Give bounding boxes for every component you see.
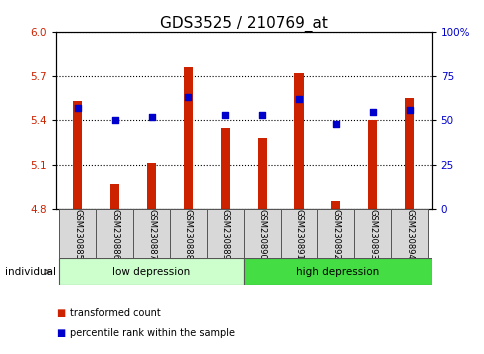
Text: high depression: high depression	[295, 267, 378, 277]
Bar	[257, 138, 266, 209]
Text: GSM230886: GSM230886	[110, 209, 119, 260]
Bar	[60, 209, 96, 260]
Point	[405, 107, 412, 113]
Bar	[110, 184, 119, 209]
Bar	[243, 258, 431, 285]
Bar	[60, 258, 243, 285]
Bar	[243, 209, 280, 260]
Text: GSM230889: GSM230889	[220, 209, 229, 260]
Bar	[280, 209, 317, 260]
Point	[184, 95, 192, 100]
Text: transformed count: transformed count	[70, 308, 161, 318]
Bar	[73, 101, 82, 209]
Bar	[294, 73, 303, 209]
Text: percentile rank within the sample: percentile rank within the sample	[70, 328, 235, 338]
Text: GSM230892: GSM230892	[331, 209, 340, 260]
Point	[111, 118, 119, 123]
Point	[368, 109, 376, 114]
Bar	[331, 201, 340, 209]
Text: individual: individual	[5, 267, 56, 277]
Text: GSM230893: GSM230893	[367, 209, 377, 260]
Bar	[220, 128, 229, 209]
Point	[74, 105, 82, 111]
Text: ■: ■	[56, 308, 65, 318]
Text: GSM230894: GSM230894	[404, 209, 413, 260]
Bar	[353, 209, 390, 260]
Bar	[404, 98, 413, 209]
Bar	[317, 209, 353, 260]
Text: GSM230885: GSM230885	[73, 209, 82, 260]
Text: GSM230887: GSM230887	[147, 209, 156, 260]
Bar	[96, 209, 133, 260]
Text: GSM230891: GSM230891	[294, 209, 303, 260]
Point	[331, 121, 339, 127]
Bar	[147, 163, 156, 209]
Bar	[390, 209, 427, 260]
Bar	[367, 120, 377, 209]
Point	[148, 114, 155, 120]
Bar	[207, 209, 243, 260]
Point	[257, 112, 265, 118]
Bar	[183, 67, 193, 209]
Point	[221, 112, 229, 118]
Bar	[170, 209, 207, 260]
Bar	[133, 209, 170, 260]
Text: GSM230888: GSM230888	[183, 209, 193, 260]
Point	[294, 96, 302, 102]
Title: GDS3525 / 210769_at: GDS3525 / 210769_at	[159, 16, 327, 32]
Text: ■: ■	[56, 328, 65, 338]
Text: GSM230890: GSM230890	[257, 209, 266, 260]
Text: low depression: low depression	[112, 267, 190, 277]
